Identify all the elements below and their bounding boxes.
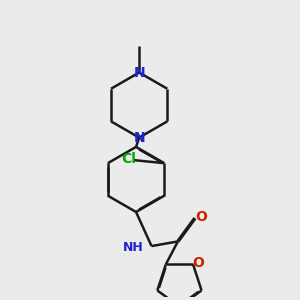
- Text: Cl: Cl: [121, 152, 136, 166]
- Text: O: O: [193, 256, 205, 270]
- Text: N: N: [133, 130, 145, 145]
- Text: NH: NH: [123, 241, 144, 254]
- Text: O: O: [195, 210, 207, 224]
- Text: N: N: [133, 65, 145, 80]
